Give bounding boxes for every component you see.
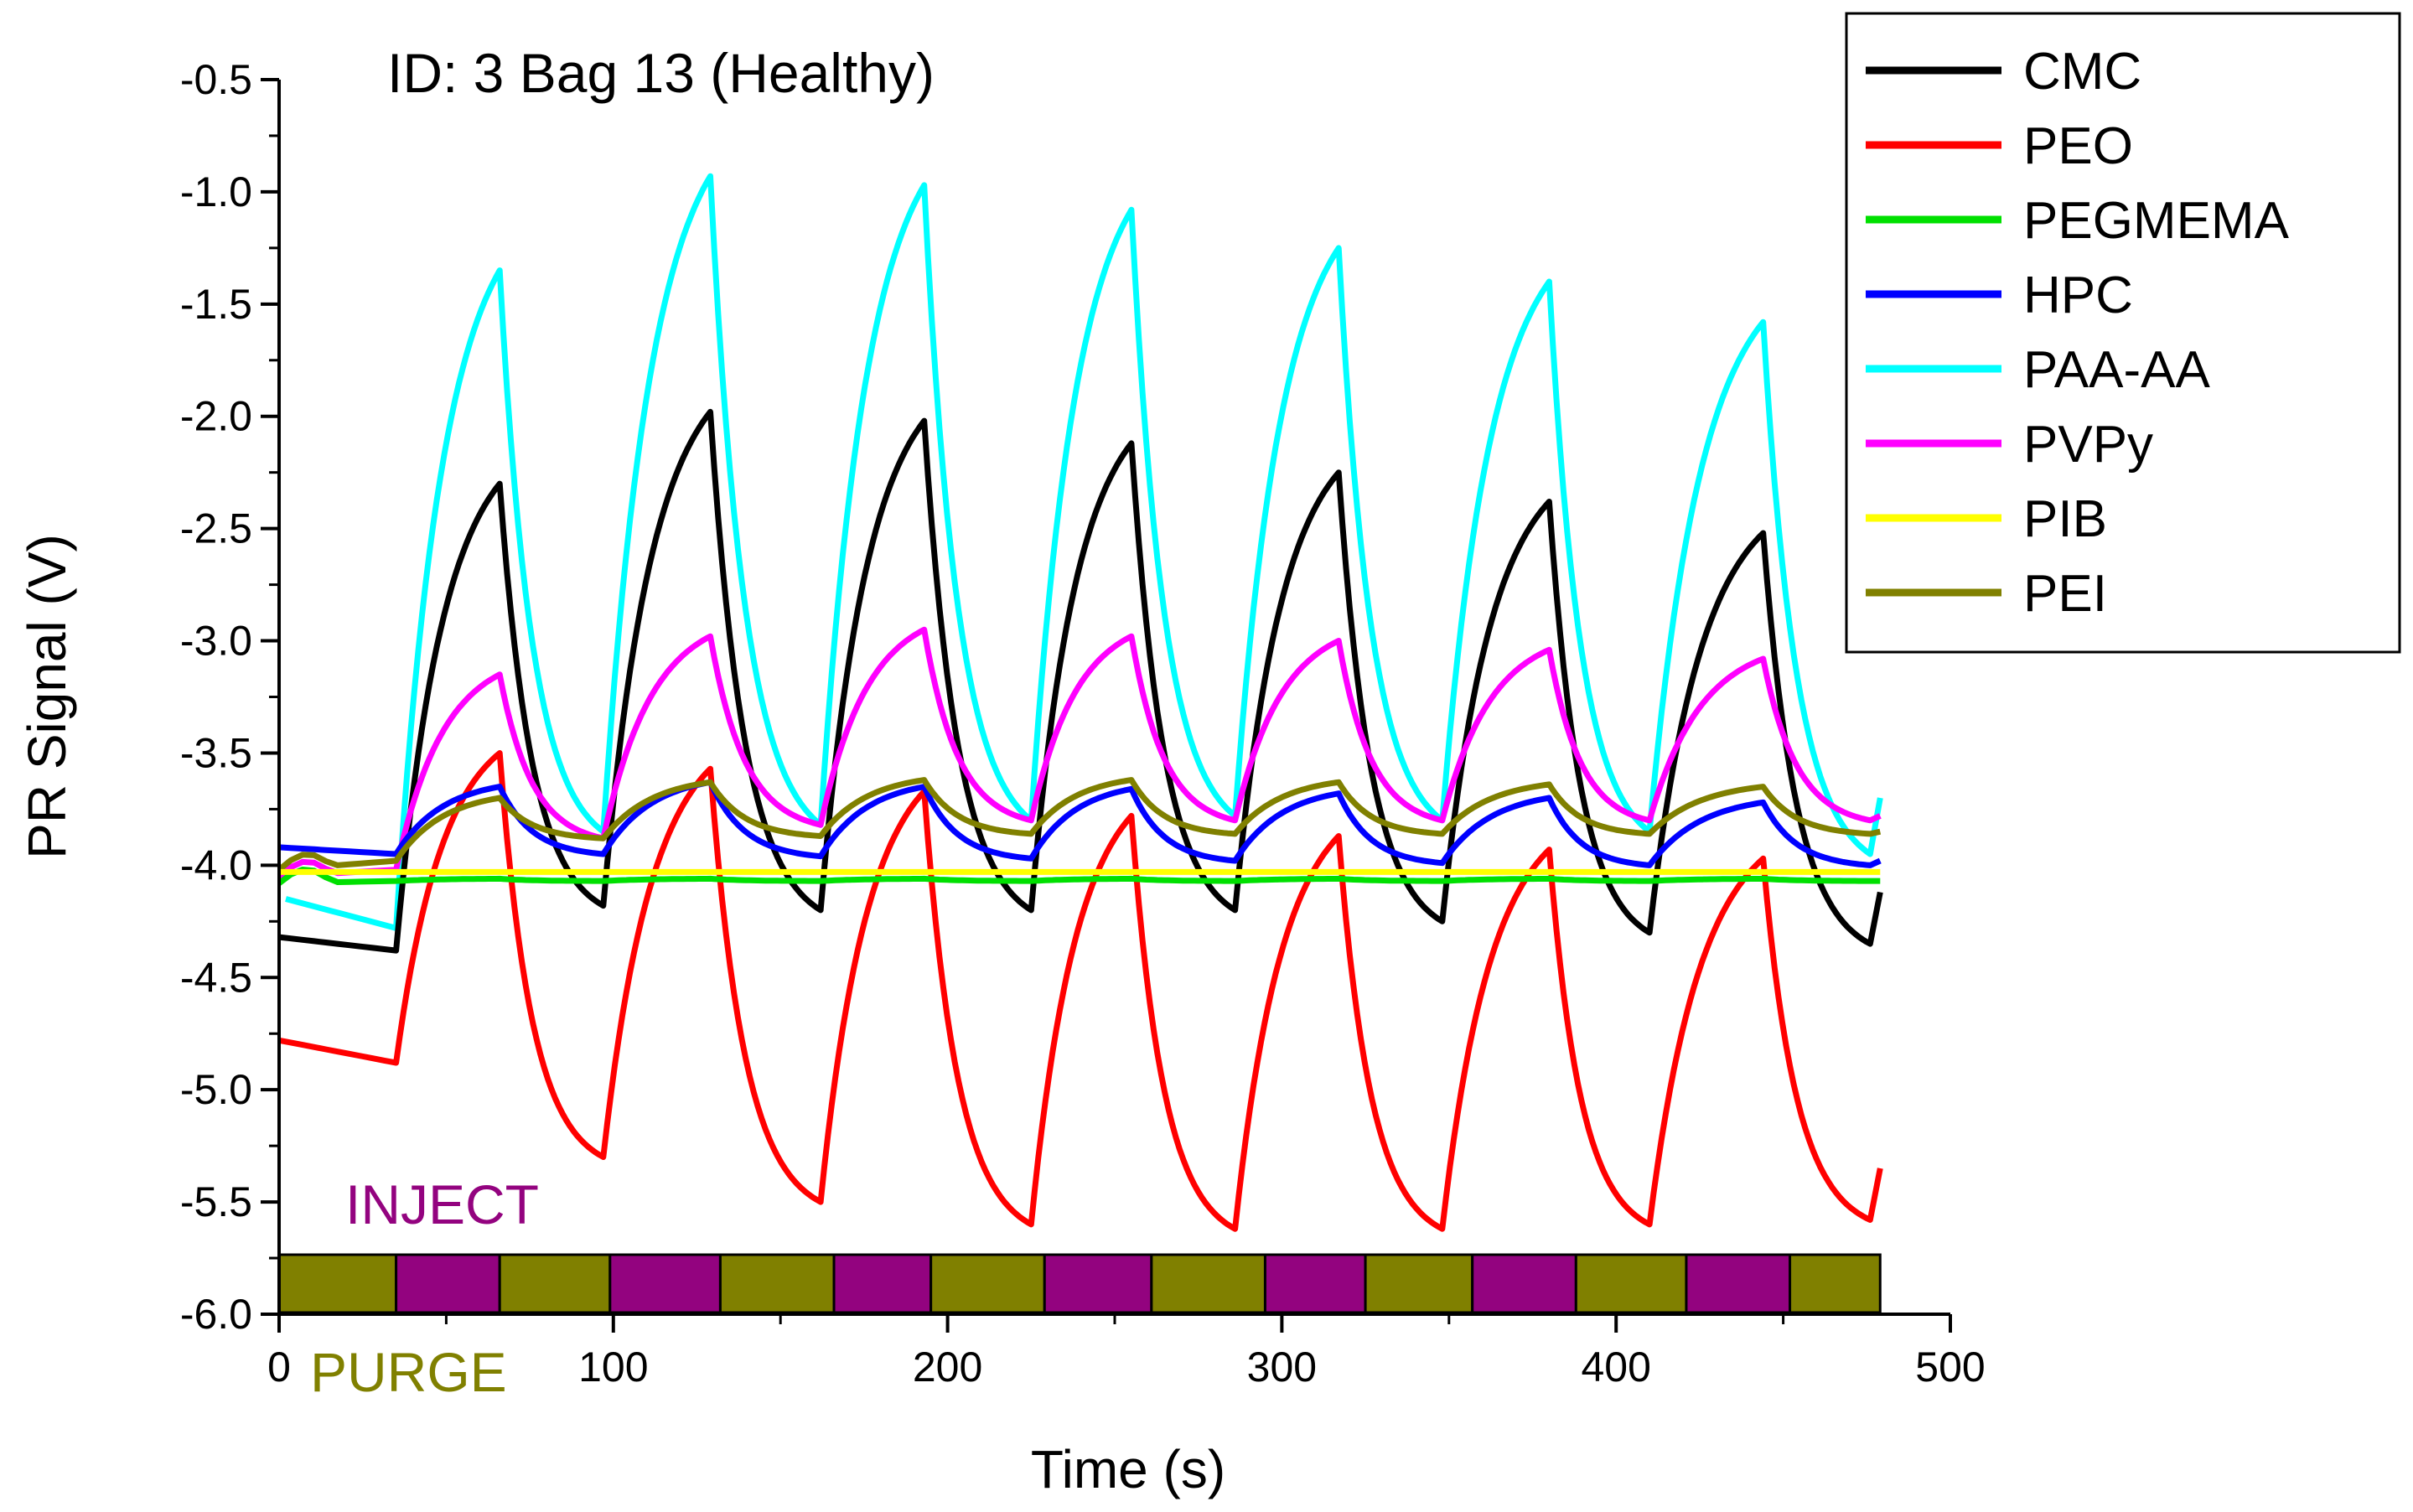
legend-label-pegmema: PEGMEMA — [2023, 192, 2290, 250]
series-line-pvpy — [277, 626, 1882, 879]
axes — [277, 80, 1950, 1316]
x-tick-label: 400 — [1581, 1344, 1650, 1390]
x-tick-label: 500 — [1915, 1344, 1985, 1390]
legend-label-paa-aa: PAA-AA — [2023, 341, 2210, 399]
series-line-hpc — [278, 779, 1882, 868]
phase-inject-segment — [1471, 1253, 1577, 1314]
legend-label-pei: PEI — [2023, 565, 2107, 623]
plot-area — [277, 173, 1883, 1232]
phase-purge-segment — [1789, 1253, 1882, 1314]
phase-purge-segment — [718, 1253, 836, 1314]
legend-box — [1845, 12, 2401, 654]
series-line-pegmema — [277, 867, 1881, 886]
phase-purge-segment — [1150, 1253, 1266, 1314]
phase-inject-segment — [1043, 1253, 1153, 1314]
series-line-paa-aa — [285, 173, 1883, 931]
series-line-peo — [278, 750, 1883, 1232]
legend: CMC PEO PEGMEMA HPC PAA-AA PVPy PIB PEI — [1845, 12, 2401, 654]
phase-inject-segment — [1685, 1253, 1792, 1314]
phase-inject-segment — [608, 1253, 722, 1314]
y-tick-label: -5.0 — [180, 1066, 252, 1113]
legend-label-pvpy: PVPy — [2023, 416, 2153, 474]
x-axis-title: Time (s) — [1031, 1439, 1225, 1499]
legend-label-hpc: HPC — [2023, 267, 2133, 324]
inject-label: INJECT — [345, 1173, 539, 1235]
phase-bar — [277, 1253, 1882, 1314]
y-tick-label: -3.5 — [180, 729, 252, 776]
x-tick-label: 0 — [267, 1344, 291, 1390]
y-tick-label: -1.5 — [180, 281, 252, 328]
y-tick-label: -2.5 — [180, 505, 252, 552]
phase-purge-segment — [1364, 1253, 1474, 1314]
phase-inject-segment — [832, 1253, 933, 1314]
legend-label-cmc: CMC — [2023, 43, 2141, 101]
y-tick-label: -0.5 — [180, 56, 252, 103]
axis-ticks: -6.0 -5.5 -5.0 -4.5 -4.0 -3.5 -3.0 -2.5 -2.0 -1.5… — [180, 56, 1986, 1390]
phase-purge-segment — [1574, 1253, 1688, 1314]
purge-label: PURGE — [310, 1341, 507, 1403]
legend-label-peo: PEO — [2023, 117, 2133, 175]
x-tick-label: 200 — [913, 1344, 982, 1390]
series-line-cmc — [278, 408, 1883, 954]
x-tick-label: 300 — [1247, 1344, 1317, 1390]
phase-purge-segment — [498, 1253, 612, 1314]
phase-inject-segment — [395, 1253, 501, 1314]
chart-title: ID: 3 Bag 13 (Healthy) — [387, 42, 935, 104]
y-tick-label: -5.5 — [180, 1178, 252, 1225]
y-tick-label: -2.0 — [180, 393, 252, 440]
x-tick-label: 100 — [578, 1344, 648, 1390]
phase-purge-segment — [929, 1253, 1046, 1314]
phase-purge-segment — [277, 1253, 398, 1314]
phase-inject-segment — [1263, 1253, 1367, 1314]
series-line-pei — [277, 777, 1882, 873]
y-tick-label: -1.0 — [180, 168, 252, 215]
y-tick-label: -4.5 — [180, 954, 252, 1001]
y-tick-label: -3.0 — [180, 618, 252, 665]
y-tick-label: -4.0 — [180, 841, 252, 888]
y-tick-label: -6.0 — [180, 1291, 252, 1338]
y-axis-title: PR Signal (V) — [17, 534, 77, 859]
legend-label-pib: PIB — [2023, 490, 2107, 548]
